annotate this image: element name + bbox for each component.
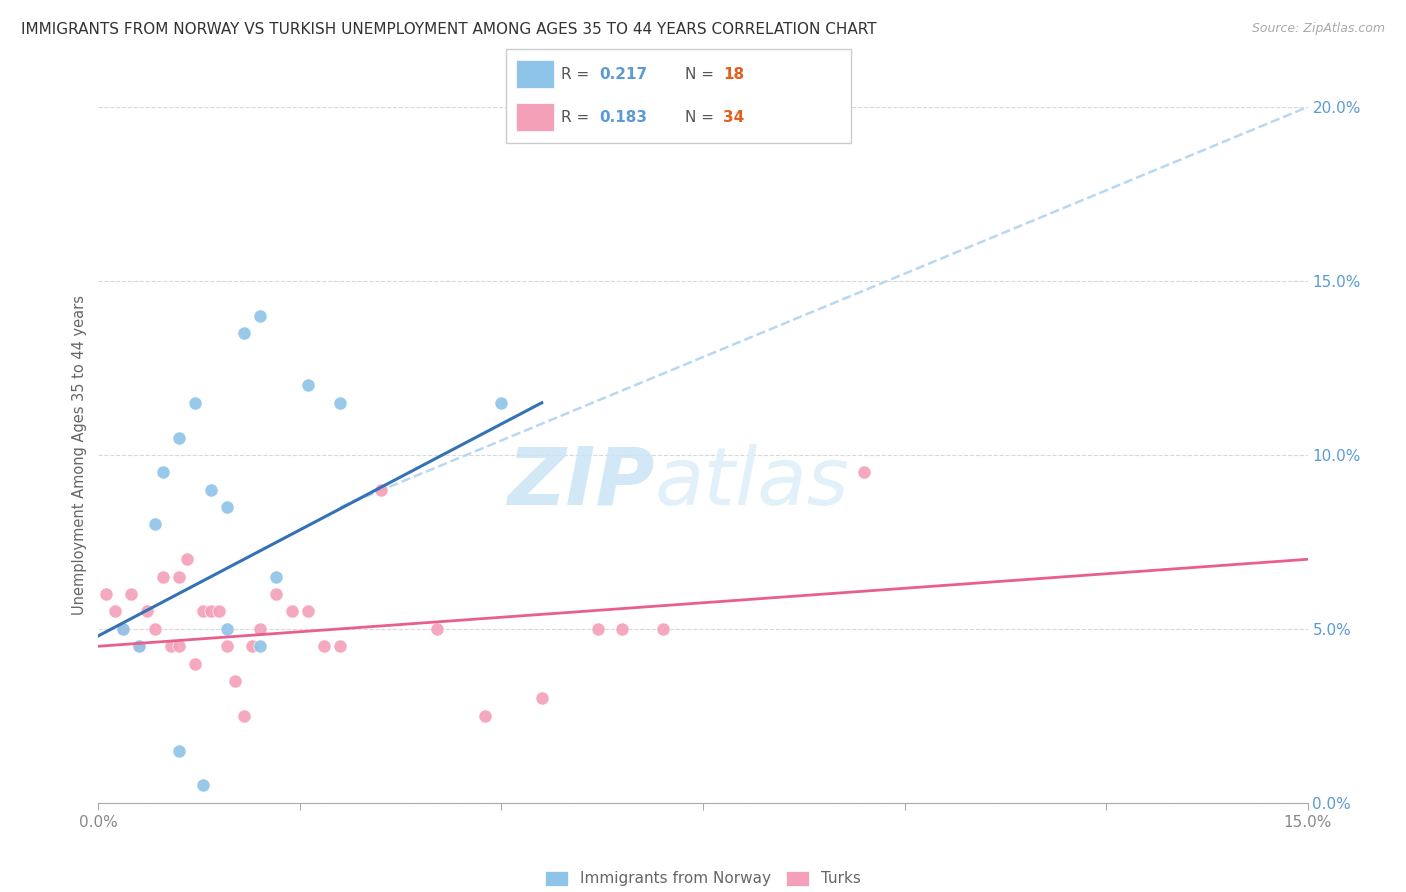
Text: N =: N =	[685, 67, 718, 82]
Point	[249, 639, 271, 653]
Text: IMMIGRANTS FROM NORWAY VS TURKISH UNEMPLOYMENT AMONG AGES 35 TO 44 YEARS CORRELA: IMMIGRANTS FROM NORWAY VS TURKISH UNEMPL…	[21, 22, 877, 37]
Point	[530, 691, 553, 706]
Point	[200, 483, 222, 497]
Text: R =: R =	[561, 67, 595, 82]
Point	[249, 309, 271, 323]
Point	[135, 605, 157, 619]
Point	[612, 622, 634, 636]
Point	[176, 552, 198, 566]
Point	[143, 622, 166, 636]
FancyBboxPatch shape	[516, 103, 554, 131]
Point	[184, 395, 207, 409]
Point	[217, 500, 239, 514]
Point	[208, 605, 231, 619]
Point	[853, 466, 876, 480]
Point	[152, 570, 174, 584]
Point	[120, 587, 142, 601]
Point	[249, 622, 271, 636]
Point	[314, 639, 336, 653]
Text: atlas: atlas	[655, 443, 849, 522]
Point	[651, 622, 673, 636]
Point	[217, 622, 239, 636]
Point	[128, 639, 150, 653]
Text: 34: 34	[723, 110, 744, 125]
Point	[474, 708, 496, 723]
Text: Source: ZipAtlas.com: Source: ZipAtlas.com	[1251, 22, 1385, 36]
Point	[111, 622, 134, 636]
Point	[281, 605, 304, 619]
Point	[426, 622, 449, 636]
Point	[193, 605, 215, 619]
FancyBboxPatch shape	[516, 61, 554, 88]
Point	[167, 570, 190, 584]
Text: 0.217: 0.217	[599, 67, 647, 82]
Legend: Immigrants from Norway, Turks: Immigrants from Norway, Turks	[538, 865, 868, 892]
Point	[586, 622, 609, 636]
Point	[103, 605, 125, 619]
FancyBboxPatch shape	[506, 49, 851, 143]
Point	[184, 657, 207, 671]
Text: 18: 18	[723, 67, 744, 82]
Point	[329, 639, 352, 653]
Point	[193, 778, 215, 792]
Point	[264, 570, 287, 584]
Point	[297, 378, 319, 392]
Point	[224, 674, 246, 689]
Point	[111, 622, 134, 636]
Text: 0.183: 0.183	[599, 110, 647, 125]
Point	[232, 708, 254, 723]
Point	[143, 517, 166, 532]
Point	[200, 605, 222, 619]
Point	[240, 639, 263, 653]
Y-axis label: Unemployment Among Ages 35 to 44 years: Unemployment Among Ages 35 to 44 years	[72, 295, 87, 615]
Text: ZIP: ZIP	[508, 443, 655, 522]
Text: R =: R =	[561, 110, 595, 125]
Point	[160, 639, 183, 653]
Point	[297, 605, 319, 619]
Point	[167, 639, 190, 653]
Point	[217, 639, 239, 653]
Point	[232, 326, 254, 340]
Point	[329, 395, 352, 409]
Point	[152, 466, 174, 480]
Point	[96, 587, 118, 601]
Point	[167, 430, 190, 444]
Point	[370, 483, 392, 497]
Point	[167, 744, 190, 758]
Point	[264, 587, 287, 601]
Text: N =: N =	[685, 110, 718, 125]
Point	[128, 639, 150, 653]
Point	[491, 395, 513, 409]
